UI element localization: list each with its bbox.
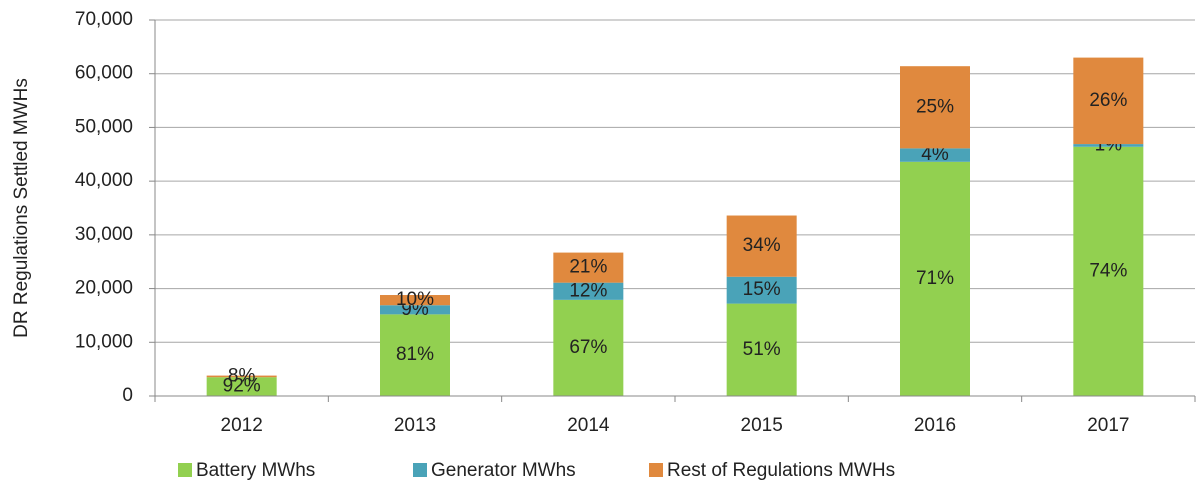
bar-segment xyxy=(380,295,450,306)
data-label: 81% xyxy=(396,344,434,365)
bar-segment xyxy=(380,305,450,315)
y-tick-label: 60,000 xyxy=(75,63,133,84)
data-label: 92% xyxy=(223,376,261,397)
bar-segment xyxy=(1073,144,1144,147)
y-tick-label: 30,000 xyxy=(75,224,133,245)
data-label: 10% xyxy=(396,289,434,310)
y-tick-label: 40,000 xyxy=(75,170,133,191)
bar-segment xyxy=(900,161,970,396)
bar-segment xyxy=(726,215,797,277)
bar-segment xyxy=(900,148,970,162)
bar-segment xyxy=(1073,57,1144,145)
data-label: 21% xyxy=(569,257,607,278)
bar-segment xyxy=(726,303,797,396)
bar-segment xyxy=(206,377,277,396)
legend-swatch xyxy=(413,463,427,477)
x-tick-label: 2016 xyxy=(914,415,956,436)
y-tick-label: 0 xyxy=(122,385,133,406)
bar-segment xyxy=(553,252,624,283)
y-tick-label: 20,000 xyxy=(75,278,133,299)
legend-label: Battery MWhs xyxy=(196,460,315,481)
x-tick-label: 2013 xyxy=(394,415,436,436)
bar-segment xyxy=(553,299,624,396)
x-tick-label: 2012 xyxy=(221,415,263,436)
bar-segment xyxy=(900,66,970,149)
data-label: 12% xyxy=(569,280,607,301)
y-tick-label: 10,000 xyxy=(75,331,133,352)
y-tick-label: 50,000 xyxy=(75,116,133,137)
legend-label: Rest of Regulations MWHs xyxy=(667,460,895,481)
data-label: 15% xyxy=(743,279,781,300)
data-label: 34% xyxy=(743,235,781,256)
data-label: 25% xyxy=(916,96,954,117)
bar-segment xyxy=(553,282,624,300)
legend-swatch xyxy=(178,463,192,477)
data-label: 26% xyxy=(1089,90,1127,111)
x-tick-label: 2017 xyxy=(1087,415,1129,436)
y-axis-title: DR Regulations Settled MWHs xyxy=(11,78,32,338)
data-label: 51% xyxy=(743,339,781,360)
y-tick-label: 70,000 xyxy=(75,9,133,30)
data-label: 4% xyxy=(921,144,949,165)
bar-segment xyxy=(380,314,450,396)
bar-segment xyxy=(1073,146,1144,396)
legend-label: Generator MWhs xyxy=(431,460,576,481)
bar-segment xyxy=(726,276,797,304)
x-tick-label: 2014 xyxy=(567,415,610,436)
data-label: 8% xyxy=(228,365,256,386)
data-label: 71% xyxy=(916,268,954,289)
x-tick-label: 2015 xyxy=(741,415,783,436)
legend-swatch xyxy=(649,463,663,477)
bar-segment xyxy=(206,375,277,378)
data-label: 67% xyxy=(569,337,607,358)
data-label: 74% xyxy=(1089,260,1127,281)
